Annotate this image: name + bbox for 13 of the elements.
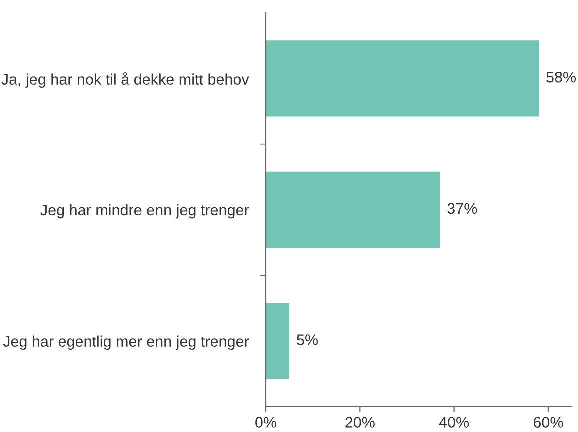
x-tick-label: 20% [346, 417, 375, 428]
y-tick-label: Jeg har mindre enn jeg trenger [40, 204, 250, 219]
bar [266, 303, 290, 380]
data-label: 5% [297, 334, 318, 346]
x-tick-label: 0% [256, 417, 276, 428]
y-tick-label: Ja, jeg har nok til å dekke mitt behov [2, 72, 250, 88]
x-tick-label: 60% [534, 417, 564, 428]
bar [266, 40, 540, 117]
bar [266, 172, 440, 248]
y-tick-label: Jeg har egentlig mer enn jeg trenger [3, 336, 250, 350]
data-label: 58% [546, 72, 576, 83]
x-tick-label: 40% [439, 417, 470, 428]
data-label: 37% [448, 203, 478, 214]
